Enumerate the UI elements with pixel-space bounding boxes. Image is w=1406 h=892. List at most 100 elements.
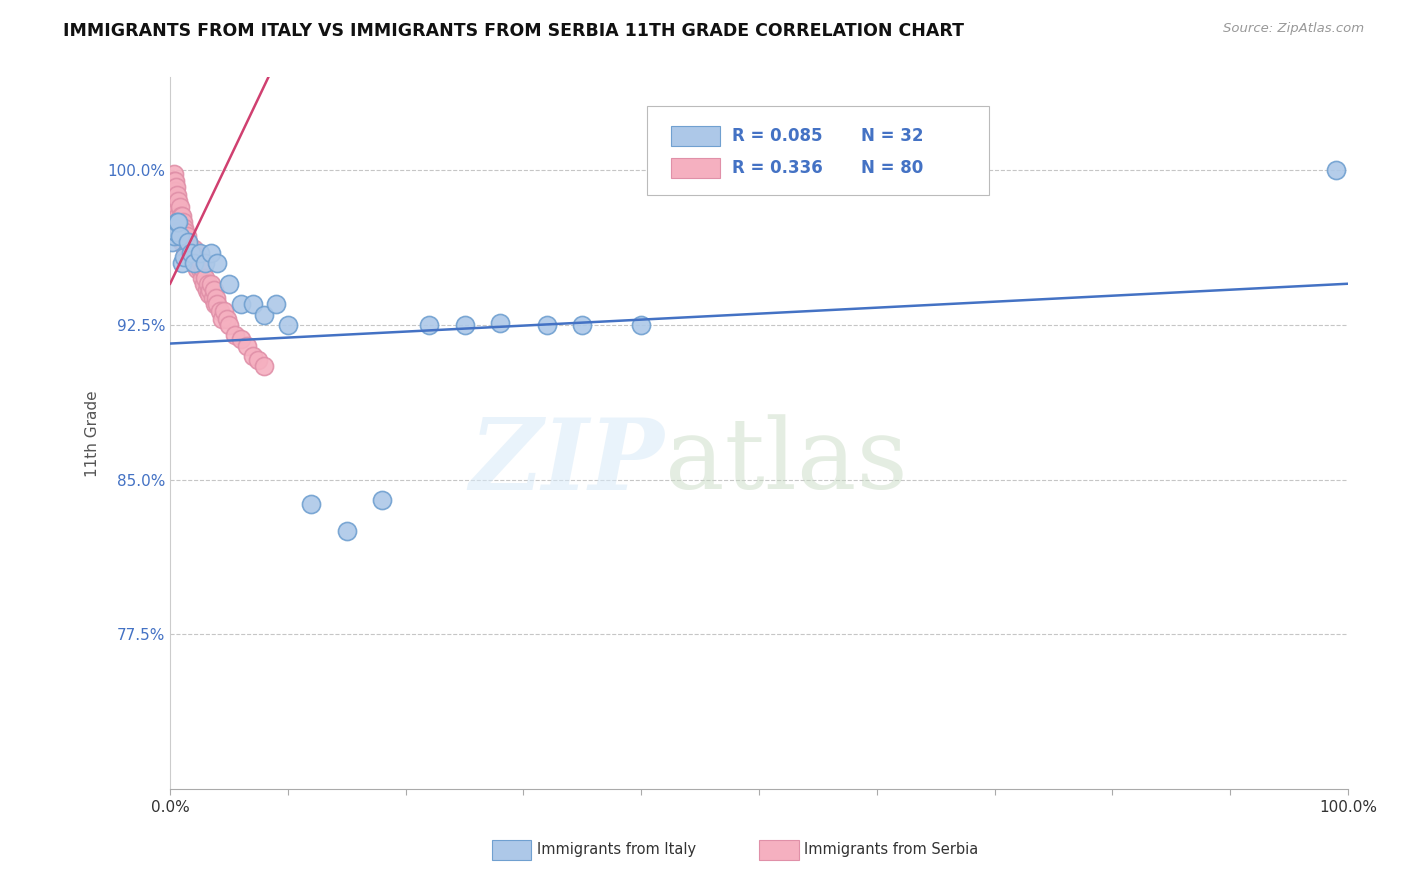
Point: [218, 318, 240, 332]
Point: [202, 283, 225, 297]
Point: [453, 318, 475, 332]
Point: [489, 316, 512, 330]
Point: [214, 303, 236, 318]
Text: atlas: atlas: [665, 414, 907, 509]
Point: [264, 297, 287, 311]
Point: [371, 493, 394, 508]
Point: [191, 262, 214, 277]
Point: [200, 277, 222, 291]
Point: [167, 209, 190, 223]
Text: N = 32: N = 32: [862, 127, 924, 145]
Point: [167, 215, 190, 229]
Point: [630, 318, 652, 332]
Point: [229, 297, 252, 311]
Point: [253, 308, 276, 322]
Point: [166, 201, 188, 215]
Point: [172, 229, 194, 244]
Point: [188, 262, 211, 277]
Text: ZIP: ZIP: [470, 414, 665, 510]
Point: [235, 338, 257, 352]
Point: [180, 242, 202, 256]
Point: [195, 283, 218, 297]
Point: [177, 235, 200, 250]
Text: Immigrants from Serbia: Immigrants from Serbia: [804, 842, 979, 856]
Point: [194, 256, 217, 270]
Point: [204, 297, 226, 311]
Point: [183, 256, 205, 270]
Point: [187, 250, 209, 264]
Point: [211, 311, 233, 326]
Point: [173, 250, 195, 264]
Point: [181, 245, 204, 260]
Point: [162, 221, 184, 235]
Point: [169, 201, 191, 215]
Point: [173, 235, 195, 250]
Point: [229, 333, 252, 347]
Text: R = 0.336: R = 0.336: [733, 160, 823, 178]
Point: [162, 184, 184, 198]
Point: [163, 173, 186, 187]
Point: [336, 524, 359, 539]
FancyBboxPatch shape: [647, 106, 988, 194]
Point: [165, 194, 187, 209]
Point: [160, 194, 183, 209]
Point: [169, 215, 191, 229]
Point: [162, 188, 184, 202]
Point: [162, 204, 184, 219]
Point: [194, 270, 217, 285]
Point: [165, 225, 187, 239]
Point: [184, 250, 207, 264]
Point: [166, 215, 188, 229]
Point: [536, 318, 558, 332]
Point: [242, 297, 264, 311]
Point: [170, 256, 193, 270]
Point: [242, 349, 264, 363]
Text: Source: ZipAtlas.com: Source: ZipAtlas.com: [1223, 22, 1364, 36]
Bar: [671, 126, 720, 145]
Point: [167, 194, 190, 209]
Point: [165, 225, 187, 239]
Point: [186, 262, 208, 277]
Point: [190, 256, 212, 270]
Point: [167, 225, 190, 239]
Point: [172, 215, 194, 229]
Point: [201, 291, 224, 305]
Point: [176, 229, 198, 244]
Point: [162, 215, 184, 229]
Point: [163, 221, 186, 235]
Point: [180, 245, 202, 260]
Point: [162, 168, 184, 182]
Y-axis label: 11th Grade: 11th Grade: [86, 390, 100, 476]
Point: [218, 277, 240, 291]
Bar: [671, 159, 720, 178]
Text: N = 80: N = 80: [862, 160, 924, 178]
Point: [253, 359, 276, 374]
Point: [188, 245, 211, 260]
Point: [180, 250, 202, 264]
Point: [170, 221, 193, 235]
Point: [208, 303, 231, 318]
Point: [198, 283, 221, 297]
Point: [160, 184, 183, 198]
Point: [1324, 163, 1347, 178]
Point: [174, 242, 197, 256]
Point: [184, 256, 207, 270]
Point: [162, 229, 184, 244]
Point: [162, 173, 184, 187]
Point: [200, 245, 222, 260]
Point: [160, 173, 183, 187]
Point: [205, 297, 228, 311]
Point: [169, 229, 191, 244]
Point: [174, 225, 197, 239]
Text: IMMIGRANTS FROM ITALY VS IMMIGRANTS FROM SERBIA 11TH GRADE CORRELATION CHART: IMMIGRANTS FROM ITALY VS IMMIGRANTS FROM…: [63, 22, 965, 40]
Point: [224, 328, 246, 343]
Point: [166, 215, 188, 229]
Point: [177, 250, 200, 264]
Point: [170, 235, 193, 250]
Point: [205, 291, 228, 305]
Point: [215, 311, 238, 326]
Point: [162, 235, 184, 250]
Point: [177, 235, 200, 250]
Point: [193, 277, 215, 291]
Point: [191, 270, 214, 285]
